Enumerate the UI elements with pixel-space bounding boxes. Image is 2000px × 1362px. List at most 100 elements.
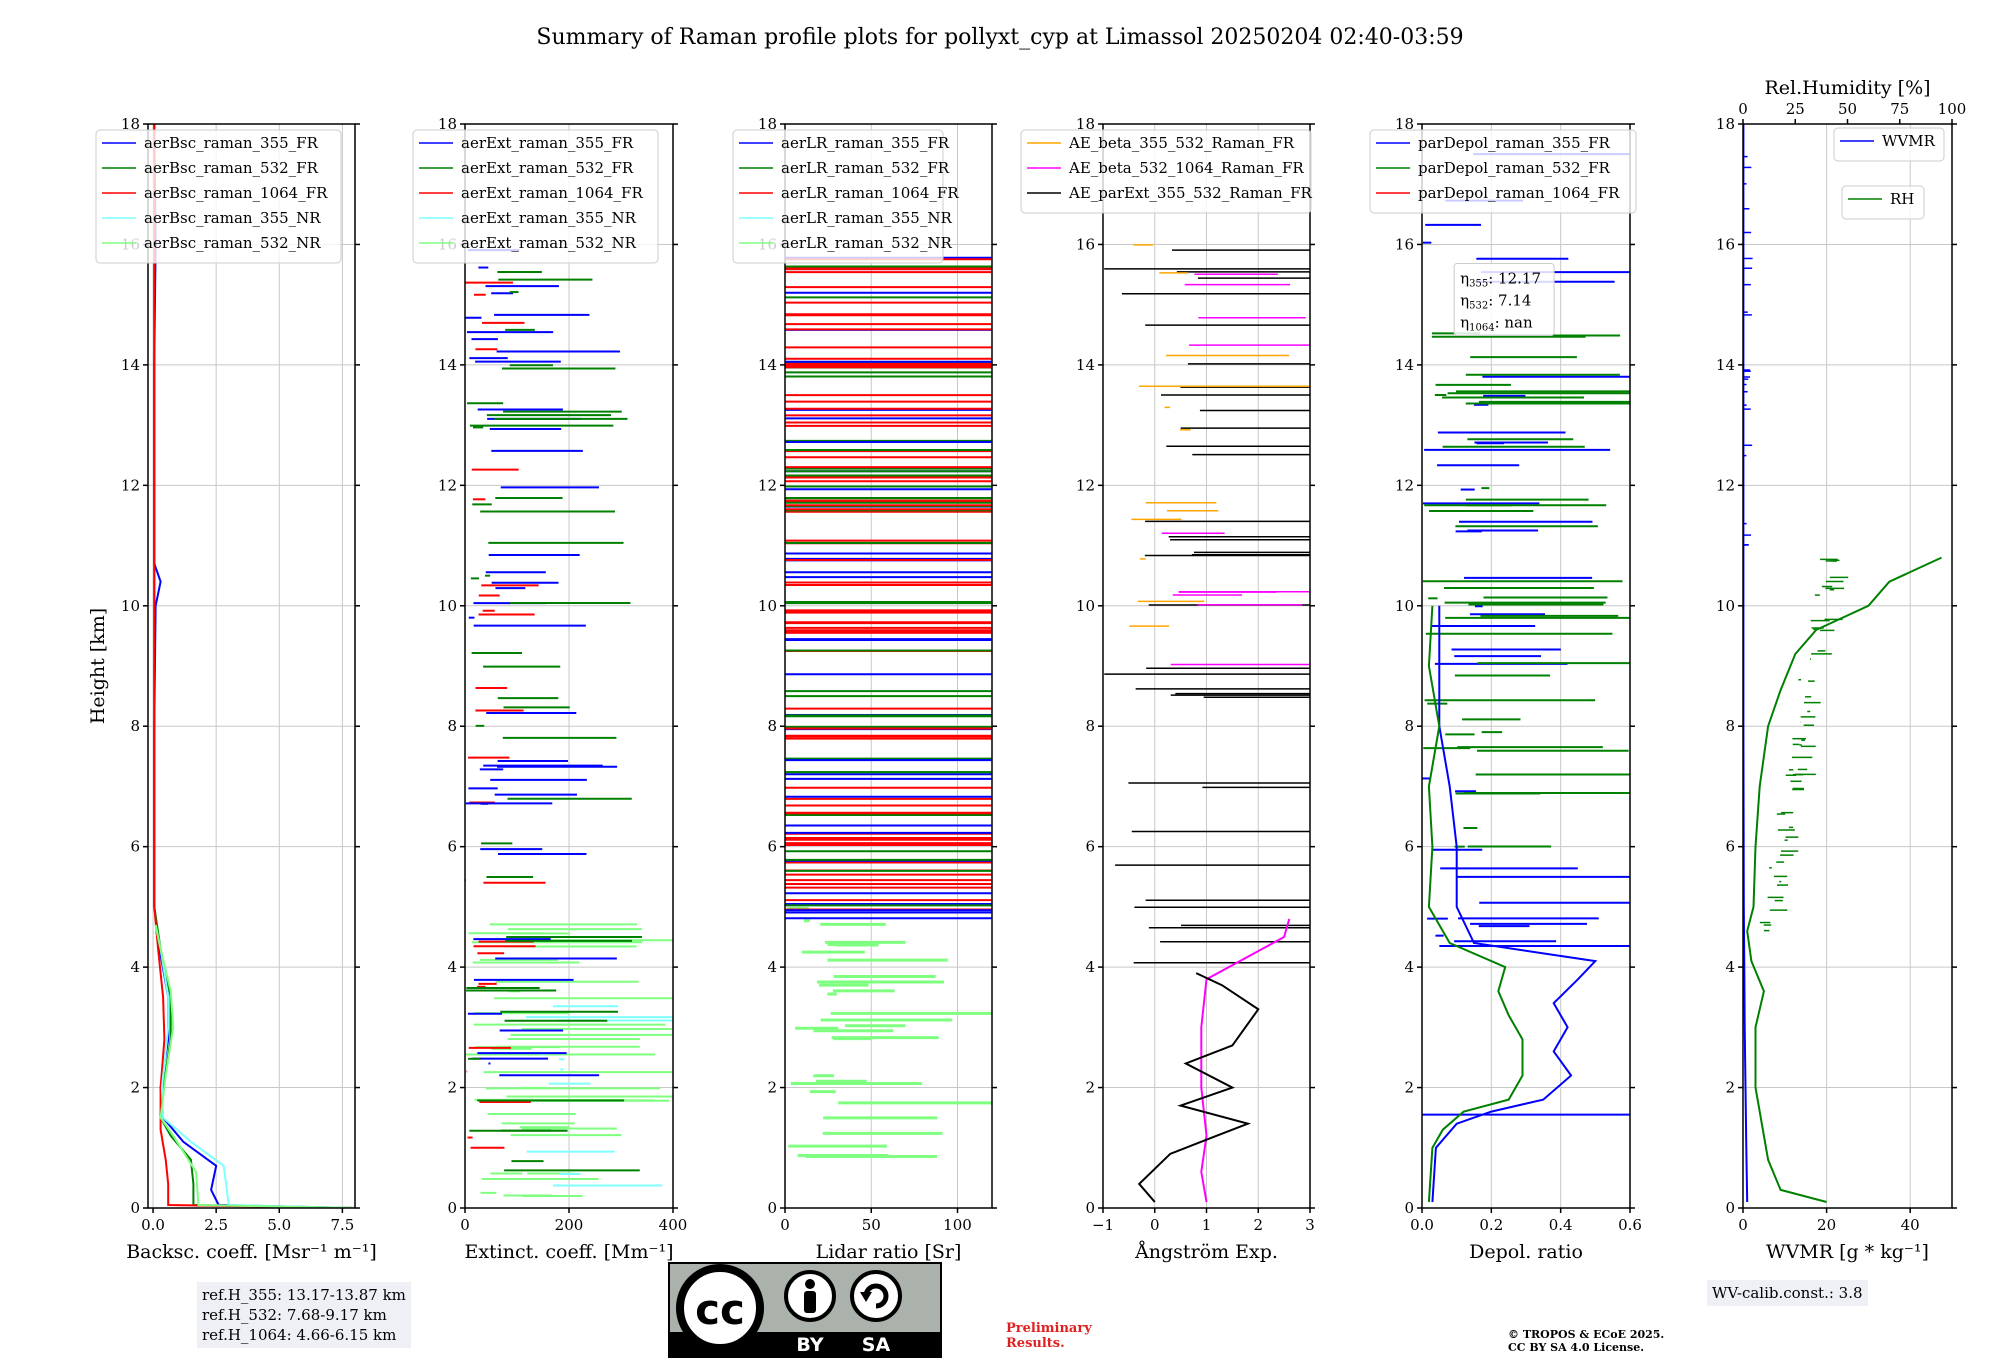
y-tick-label: 12 <box>438 476 457 494</box>
plot-area-ae <box>1104 244 1310 1203</box>
x-tick-label: 3 <box>1305 1216 1315 1234</box>
y-tick-label: 6 <box>767 838 777 856</box>
y-tick-label: 10 <box>121 597 140 615</box>
y-tick-label: 8 <box>1085 717 1095 735</box>
ref-height-532: ref.H_532: 7.68-9.17 km <box>202 1306 387 1324</box>
y-tick-label: 16 <box>1395 235 1414 253</box>
y-tick-label: 12 <box>1395 476 1414 494</box>
legend-label: aerExt_raman_1064_FR <box>461 184 643 202</box>
panel-ext: 0246810121416180200400Extinct. coeff. [M… <box>412 115 687 1263</box>
series-line-parDepol_raman_355_FR <box>1431 605 1598 1203</box>
legend-label: AE_parExt_355_532_Raman_FR <box>1068 184 1313 202</box>
x-tick-label: 2.5 <box>204 1216 228 1234</box>
y-tick-label: 14 <box>1716 356 1735 374</box>
axes-frame <box>1421 123 1631 1209</box>
x-tick-label: 5.0 <box>267 1216 291 1234</box>
series-line-aerBsc_raman_1064_FR <box>153 124 355 1208</box>
y-tick-label: 4 <box>447 958 457 976</box>
legend-label: aerExt_raman_355_NR <box>461 209 637 227</box>
legend-label: aerBsc_raman_532_NR <box>144 234 321 252</box>
x-tick-label: −1 <box>1092 1216 1114 1234</box>
legend-label: aerBsc_raman_1064_FR <box>144 184 328 202</box>
x-tick-label: 0.2 <box>1479 1216 1503 1234</box>
y-tick-label: 14 <box>758 356 777 374</box>
legend-label: aerLR_raman_532_NR <box>781 234 952 252</box>
eta-annotation-box <box>1453 263 1555 337</box>
y-tick-label: 16 <box>1076 235 1095 253</box>
figure-title: Summary of Raman profile plots for polly… <box>536 25 1463 50</box>
x-axis-label: Lidar ratio [Sr] <box>816 1241 962 1263</box>
svg-text:SA: SA <box>862 1334 891 1356</box>
eta-annotation-line: η1064: nan <box>1460 314 1533 334</box>
y-tick-label: 14 <box>121 356 140 374</box>
axes-frame <box>1742 123 1953 1209</box>
x-tick-label: 0.4 <box>1549 1216 1573 1234</box>
legend-label: aerLR_raman_355_NR <box>781 209 952 227</box>
top-x-tick-label: 0 <box>1738 100 1748 118</box>
legend-label: aerExt_raman_532_NR <box>461 234 637 252</box>
y-tick-label: 0 <box>767 1199 777 1217</box>
y-tick-label: 8 <box>1404 717 1414 735</box>
plot-area-bsc <box>153 124 355 1208</box>
svg-text:cc: cc <box>695 1285 745 1334</box>
x-axis-label: WVMR [g * kg⁻¹] <box>1766 1241 1929 1263</box>
series-line-aerBsc_raman_355_FR <box>153 124 355 1208</box>
y-tick-label: 10 <box>1076 597 1095 615</box>
panel-lr: 024681012141618050100Lidar ratio [Sr]aer… <box>732 115 997 1263</box>
y-tick-label: 8 <box>130 717 140 735</box>
y-tick-label: 18 <box>1395 115 1414 133</box>
legend-box <box>1841 185 1925 220</box>
legend-label: AE_beta_355_532_Raman_FR <box>1068 134 1295 152</box>
y-tick-label: 2 <box>1725 1079 1735 1097</box>
share-alike-icon <box>850 1270 902 1322</box>
x-tick-label: 20 <box>1817 1216 1836 1234</box>
y-tick-label: 18 <box>758 115 777 133</box>
preliminary-results-note: Preliminary Results. <box>1006 1321 1092 1351</box>
series-line-aerBsc_raman_532_NR <box>154 924 355 1208</box>
svg-text:BY: BY <box>796 1334 823 1356</box>
x-tick-label: 0 <box>460 1216 470 1234</box>
series-line-parDepol_raman_532_FR <box>1427 605 1524 1203</box>
legend-box <box>95 129 342 264</box>
legend-label: aerExt_raman_355_FR <box>461 134 634 152</box>
plot-area-depol <box>1422 153 1630 1203</box>
wv-calibration-box: WV-calib.const.: 3.8 <box>1707 1280 1868 1306</box>
y-tick-label: 14 <box>438 356 457 374</box>
y-tick-label: 4 <box>1404 958 1414 976</box>
y-tick-label: 2 <box>767 1079 777 1097</box>
y-tick-label: 4 <box>130 958 140 976</box>
y-tick-label: 6 <box>1085 838 1095 856</box>
cc-by-sa-logo: cc BY SA <box>668 1262 942 1358</box>
x-axis-label: Depol. ratio <box>1469 1241 1583 1263</box>
y-tick-label: 8 <box>767 717 777 735</box>
cc-icon <box>676 1264 764 1352</box>
y-tick-label: 0 <box>1725 1199 1735 1217</box>
legend-box <box>412 129 659 264</box>
y-tick-label: 14 <box>1395 356 1414 374</box>
y-tick-label: 2 <box>1404 1079 1414 1097</box>
plot-area-ext <box>465 249 673 1197</box>
y-tick-label: 8 <box>447 717 457 735</box>
x-tick-label: 2 <box>1253 1216 1263 1234</box>
x-tick-label: 50 <box>862 1216 881 1234</box>
legend-label: aerExt_raman_532_FR <box>461 159 634 177</box>
legend-label: RH <box>1890 190 1914 208</box>
y-tick-label: 12 <box>1716 476 1735 494</box>
top-x-tick-label: 25 <box>1786 100 1805 118</box>
legend-label: aerLR_raman_355_FR <box>781 134 950 152</box>
x-tick-label: 0.0 <box>141 1216 165 1234</box>
x-axis-label: Backsc. coeff. [Msr⁻¹ m⁻¹] <box>126 1241 377 1263</box>
legend-box <box>1020 129 1312 214</box>
legend-box <box>1833 127 1945 162</box>
y-tick-label: 10 <box>758 597 777 615</box>
series-line-aerBsc_raman_532_FR <box>153 124 355 1208</box>
x-tick-label: 1 <box>1202 1216 1212 1234</box>
plot-area-wv <box>1743 124 1942 1203</box>
legend-label: WVMR <box>1882 132 1936 150</box>
y-tick-label: 12 <box>121 476 140 494</box>
top-x-tick-label: 50 <box>1838 100 1857 118</box>
ref-height-355: ref.H_355: 13.17-13.87 km <box>202 1286 406 1304</box>
copyright-note: © TROPOS & ECoE 2025. CC BY SA 4.0 Licen… <box>1508 1328 1665 1354</box>
y-tick-label: 6 <box>447 838 457 856</box>
